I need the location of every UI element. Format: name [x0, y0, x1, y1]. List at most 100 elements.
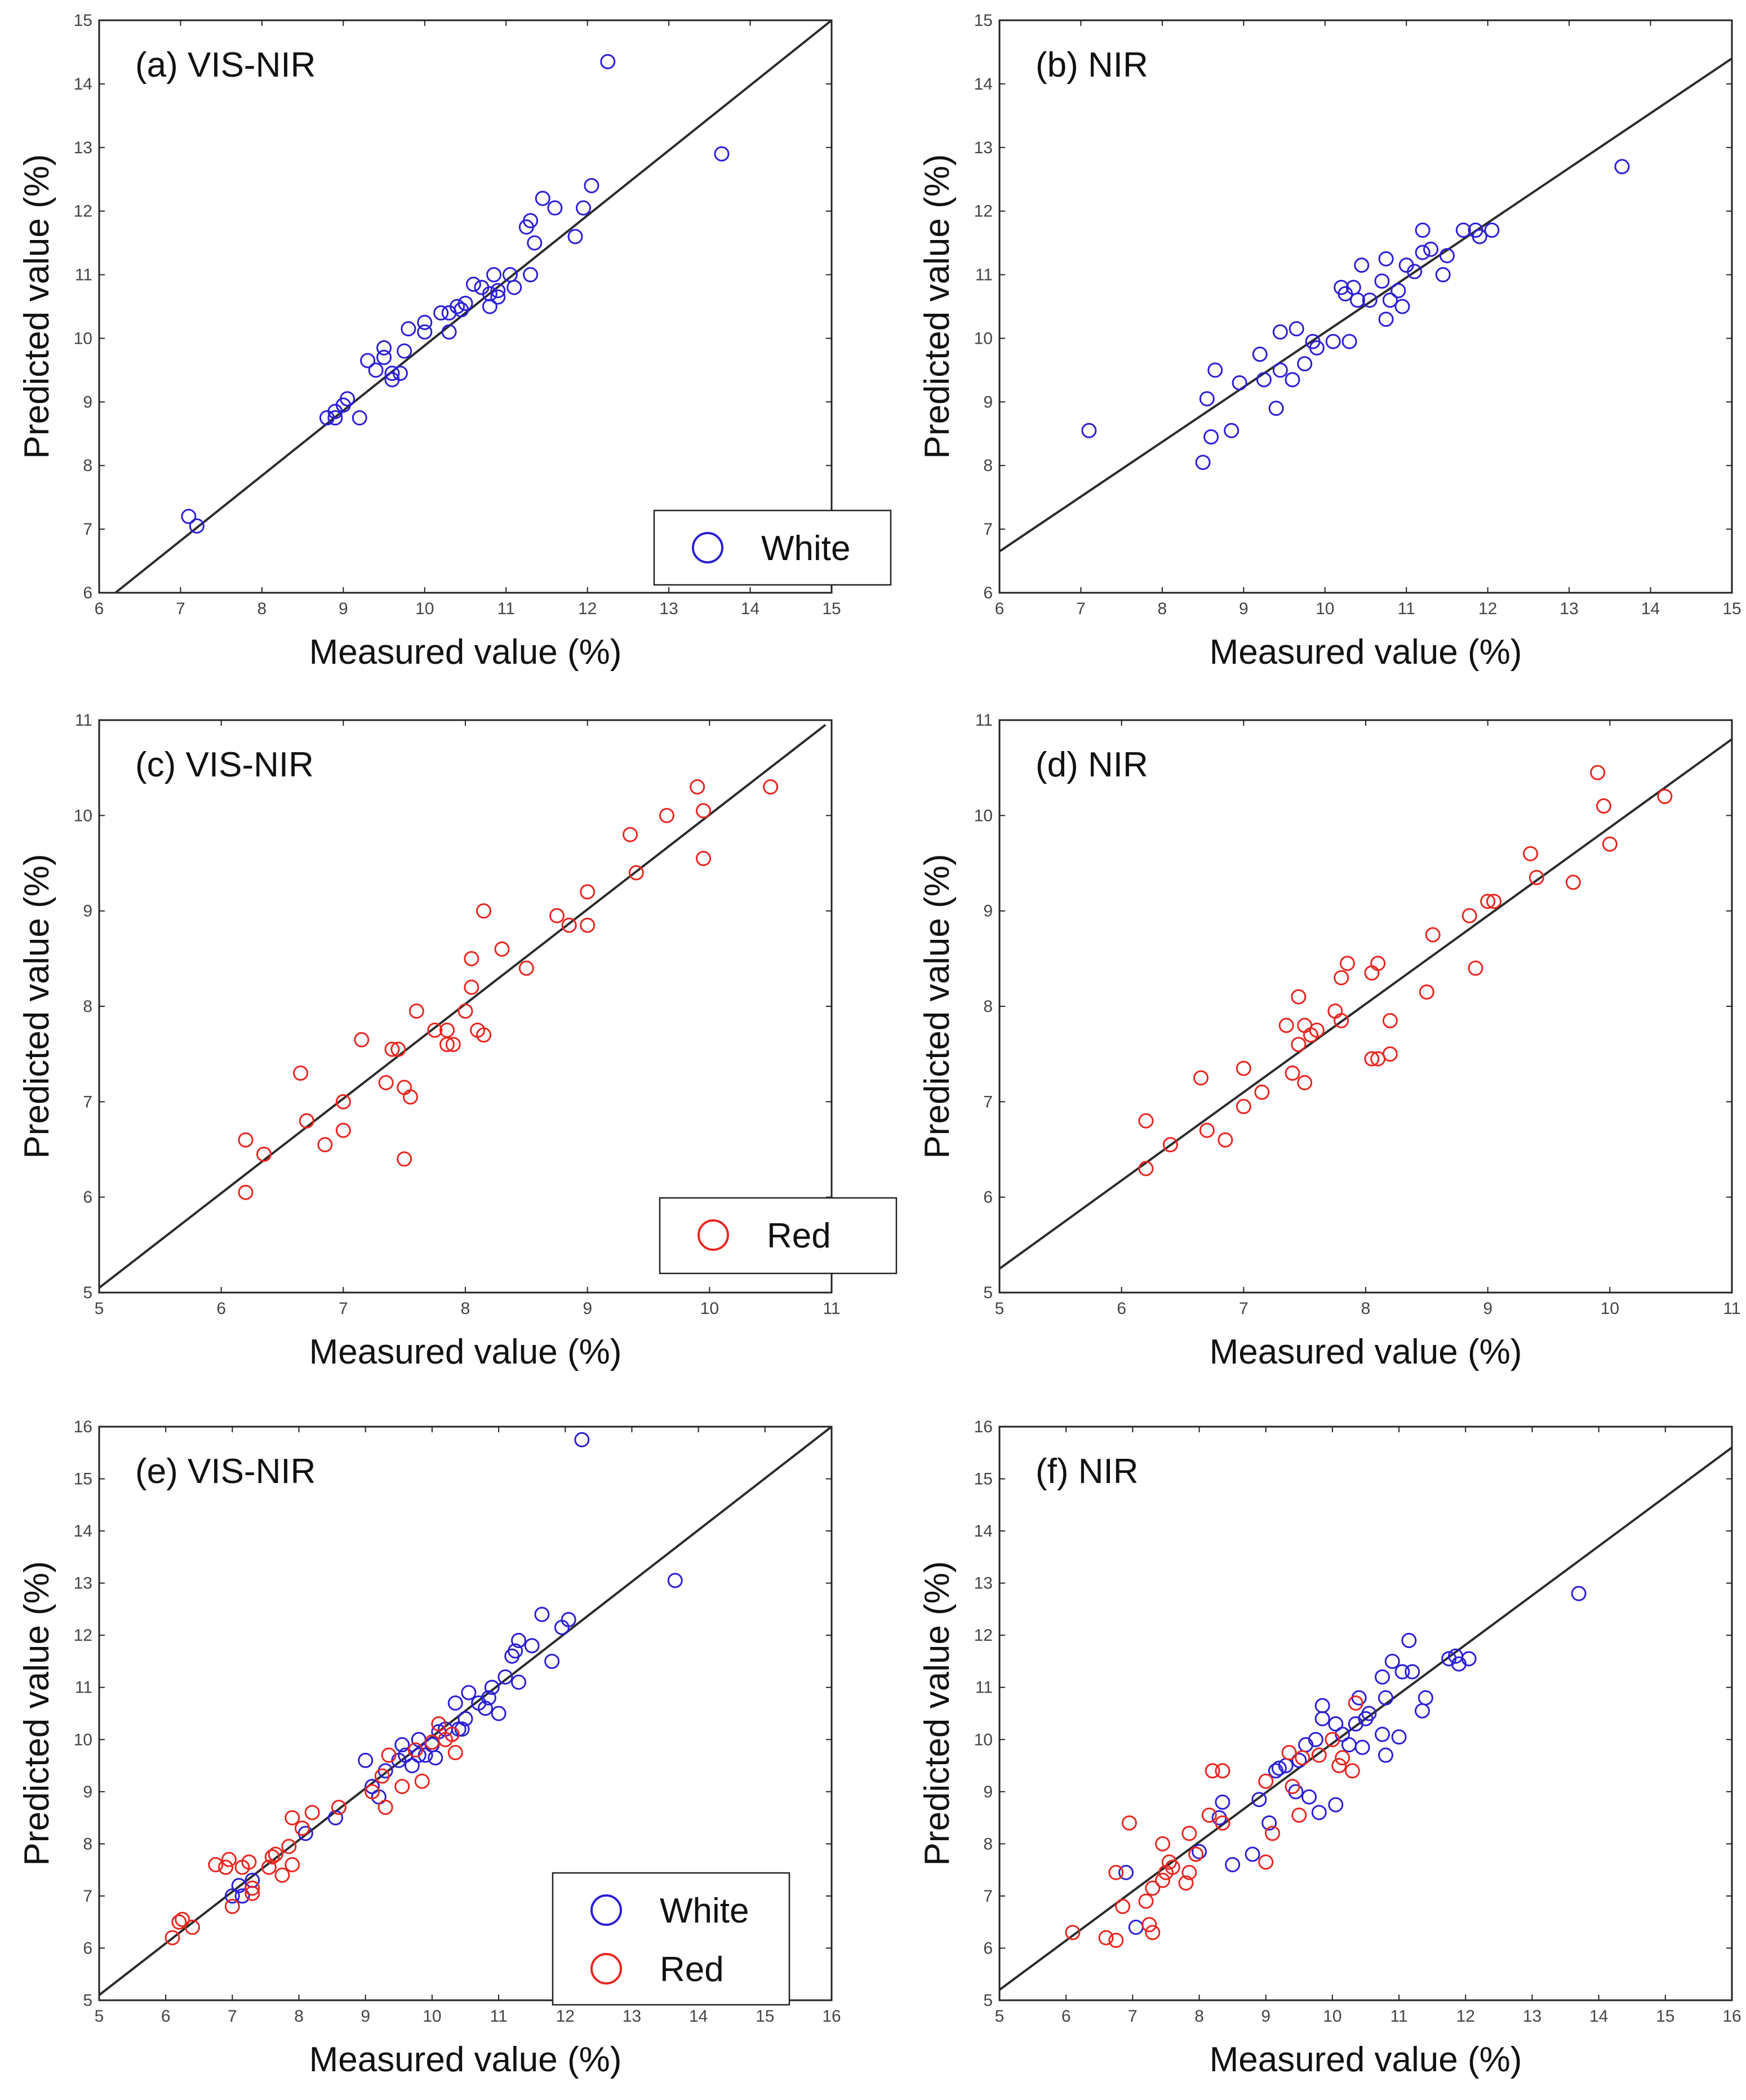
data-point-red [285, 1857, 300, 1872]
data-point-white [447, 1695, 463, 1711]
y-axis-label: Predicted value (%) [17, 854, 56, 1158]
y-tick-label: 13 [74, 139, 92, 157]
data-point-red [439, 1022, 455, 1038]
data-point-white [1272, 362, 1288, 378]
data-point-red [1311, 1747, 1327, 1763]
data-point-white [1251, 1792, 1267, 1808]
y-tick-label: 16 [74, 1418, 92, 1436]
data-point-white [524, 1638, 540, 1654]
data-point-red [1199, 1122, 1215, 1138]
data-point-red [224, 1898, 240, 1914]
data-point-white [1384, 1653, 1400, 1669]
data-point-red [1340, 956, 1355, 971]
data-point-red [1215, 1815, 1230, 1831]
data-point-red [408, 1003, 424, 1019]
legend-box [552, 1872, 790, 2006]
y-tick-label: 11 [975, 266, 993, 285]
x-tick-label: 13 [1523, 2007, 1541, 2026]
data-point-red [476, 903, 491, 919]
x-tick-label: 14 [1641, 600, 1660, 618]
y-tick-label: 6 [983, 1939, 993, 1957]
data-point-white [484, 1680, 500, 1695]
legend-label: White [761, 529, 850, 568]
x-tick-label: 9 [339, 600, 348, 618]
data-point-red [494, 941, 510, 957]
data-point-red [268, 1846, 283, 1862]
data-point-white [1311, 1805, 1327, 1821]
data-point-red [221, 1852, 237, 1867]
data-point-red [1281, 1744, 1297, 1760]
x-tick-label: 8 [257, 600, 267, 618]
x-tick-label: 10 [415, 600, 434, 618]
x-tick-label: 5 [95, 2007, 104, 2026]
data-point-white [534, 1606, 550, 1622]
legend: Red [659, 1197, 898, 1275]
y-tick-label: 7 [983, 1093, 993, 1111]
data-point-red [1419, 984, 1434, 1000]
data-point-white [600, 54, 616, 69]
data-point-red [238, 1132, 254, 1148]
data-point-red [1258, 1773, 1274, 1789]
data-point-white [1401, 1632, 1417, 1648]
x-tick-label: 5 [95, 1299, 104, 1318]
data-point-red [317, 1137, 333, 1153]
x-tick-label: 8 [294, 2007, 304, 2026]
data-point-red [1382, 1013, 1398, 1028]
data-point-red [549, 908, 565, 924]
y-tick-label: 11 [75, 266, 92, 285]
series-red [165, 1716, 463, 1946]
y-tick-label: 10 [74, 1730, 92, 1749]
y-tick-label: 12 [974, 202, 993, 221]
data-point-white [561, 1611, 576, 1627]
fit-line [998, 738, 1733, 1270]
data-point-white [401, 321, 416, 337]
y-tick-label: 10 [74, 806, 92, 825]
data-point-red [1108, 1864, 1124, 1880]
data-point-red [1236, 1060, 1251, 1076]
y-tick-label: 6 [983, 1188, 993, 1207]
y-tick-label: 15 [74, 11, 92, 30]
data-point-white [376, 349, 392, 365]
data-point-white [1272, 324, 1288, 340]
legend-marker-red [590, 1953, 622, 1984]
data-point-red [1480, 894, 1496, 909]
y-tick-label: 7 [983, 1887, 993, 1906]
y-tick-label: 15 [974, 1470, 993, 1489]
plot-area [98, 19, 833, 594]
data-point-red [476, 1027, 491, 1043]
fit-line [98, 723, 827, 1289]
data-point-red [1523, 846, 1538, 862]
data-point-white [1361, 1706, 1377, 1721]
x-tick-label: 9 [1239, 600, 1249, 618]
data-point-red [1115, 1898, 1131, 1914]
y-tick-label: 7 [83, 1093, 92, 1111]
data-point-red [256, 1146, 272, 1162]
data-point-white [547, 200, 563, 216]
data-point-white [1391, 1729, 1407, 1745]
y-tick-label: 5 [83, 1284, 92, 1302]
y-tick-label: 14 [74, 75, 92, 94]
data-point-red [374, 1768, 390, 1784]
data-point-white [1118, 1864, 1134, 1880]
data-point-red [427, 1022, 443, 1038]
y-tick-label: 6 [83, 1188, 92, 1207]
data-point-white [1407, 264, 1423, 279]
data-point-white [511, 1632, 527, 1648]
data-point-white [1439, 248, 1455, 264]
x-tick-label: 12 [1478, 600, 1497, 618]
x-tick-label: 10 [423, 2007, 441, 2026]
data-point-red [1344, 1763, 1360, 1779]
data-point-white [465, 276, 481, 292]
data-point-red [1529, 869, 1544, 885]
data-point-white [376, 340, 392, 356]
y-tick-label: 14 [974, 1522, 993, 1540]
y-tick-label: 14 [974, 75, 993, 94]
data-point-white [397, 343, 412, 359]
y-tick-label: 14 [74, 1522, 92, 1540]
data-point-white [1341, 334, 1357, 349]
y-axis-label: Predicted value (%) [918, 854, 957, 1158]
x-tick-label: 8 [1361, 1299, 1371, 1318]
data-point-white [457, 295, 473, 311]
data-point-red [1364, 1051, 1380, 1067]
data-point-red [274, 1867, 290, 1883]
